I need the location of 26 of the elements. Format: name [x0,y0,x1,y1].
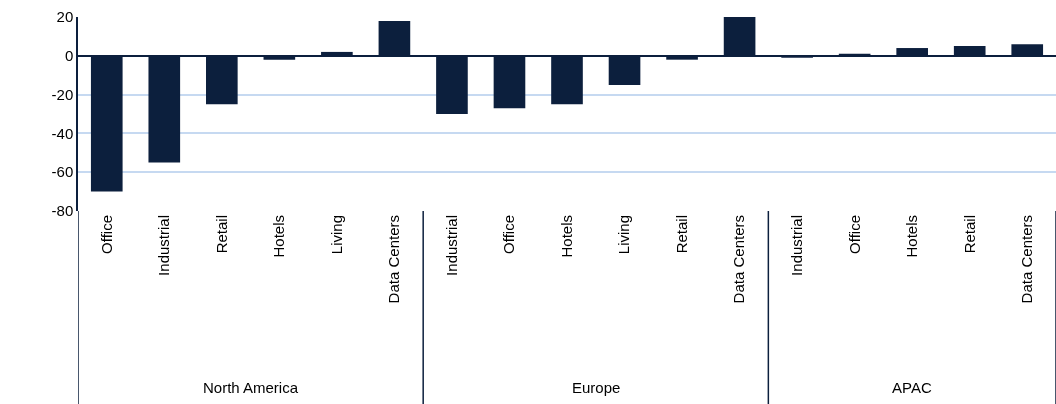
x-tick-label: Office [97,215,115,254]
x-tick-label: Retail [212,215,230,254]
x-tick-label: Industrial [155,215,173,276]
x-tick-label: Office [845,215,863,254]
x-tick-label: Retail [672,215,690,254]
x-tick-label: Hotels [270,215,288,258]
x-tick-label: Office [500,215,518,254]
x-tick-label: Industrial [787,215,805,276]
x-tick-label: Living [615,215,633,255]
x-tick-label: Hotels [557,215,575,258]
x-tick-label: Retail [960,215,978,254]
y-tick-label: -60 [51,163,74,181]
x-tick-label: Data Centers [1018,215,1036,304]
x-tick-label: Data Centers [385,215,403,304]
text: APAC [892,379,932,396]
y-tick-label: -80 [51,202,74,220]
x-tick-label: Data Centers [730,215,748,304]
text: Europe [572,379,621,396]
y-tick-label: -40 [51,124,74,142]
x-tick-label: Industrial [442,215,460,276]
y-tick-label: 20 [56,8,74,26]
x-tick-label: Living [327,215,345,255]
text: North America [203,379,299,396]
x-tick-label: Hotels [903,215,921,258]
y-tick-label: 0 [64,47,74,65]
y-tick-label: -20 [51,85,74,103]
